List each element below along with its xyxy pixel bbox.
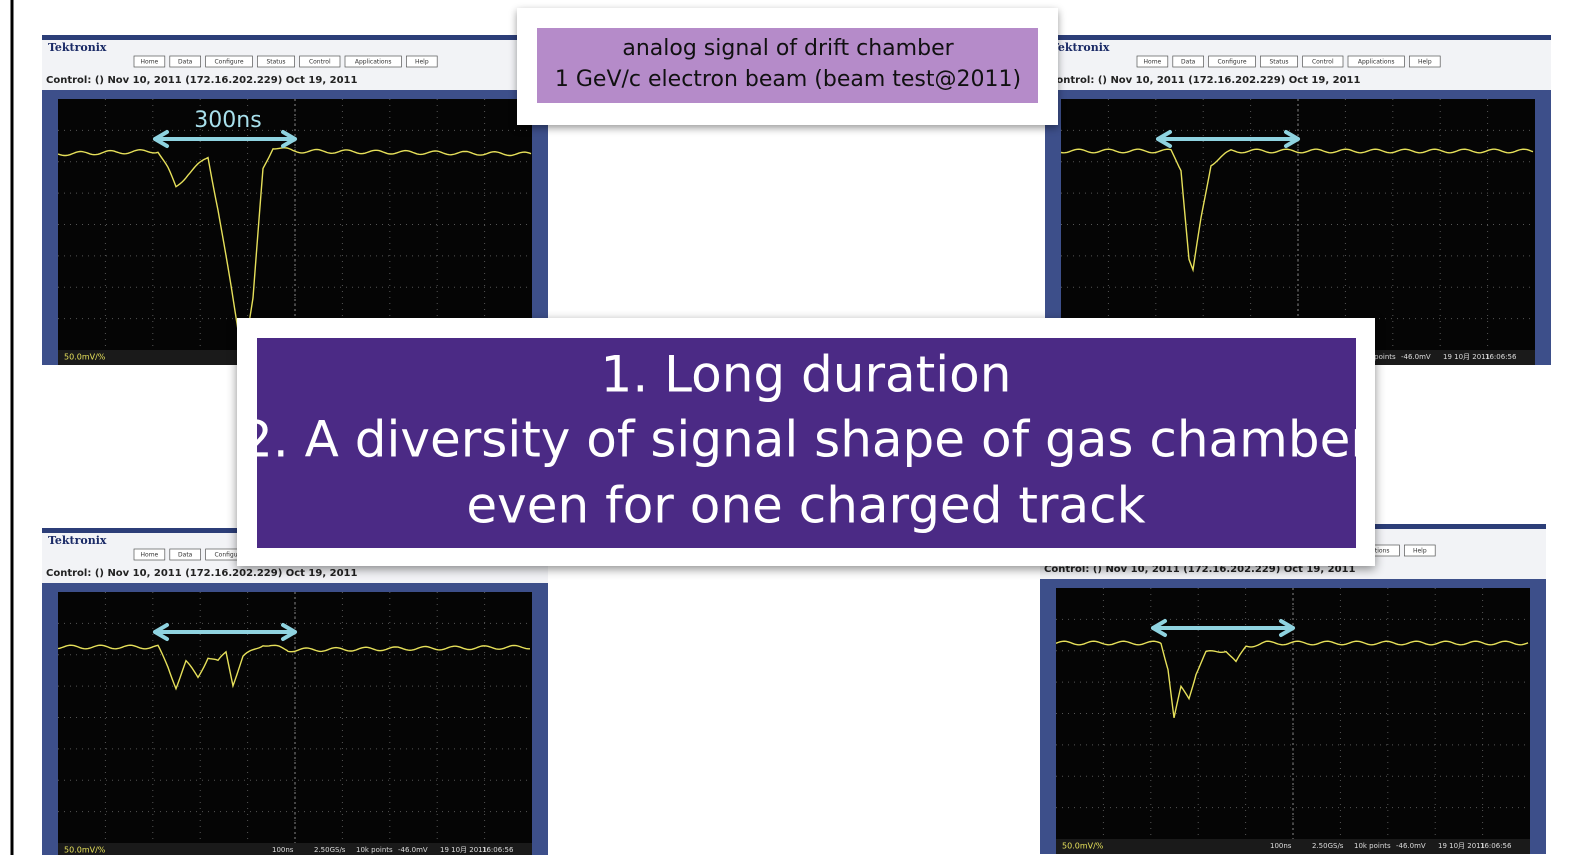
scope-brand: Tektronix bbox=[48, 41, 107, 54]
readout-bar bbox=[58, 843, 532, 855]
scope-topbar bbox=[1045, 35, 1551, 40]
menu-label: Configure bbox=[214, 59, 243, 66]
scope-brand: Tektronix bbox=[48, 534, 107, 547]
menu-label: Help bbox=[1418, 59, 1432, 66]
scope-brand: Tektronix bbox=[1051, 41, 1110, 54]
menu-label: Data bbox=[178, 59, 193, 66]
menu-label: Data bbox=[178, 552, 193, 559]
menu-button bbox=[257, 55, 295, 68]
readout: 16:06:56 bbox=[1480, 842, 1512, 850]
scopes: Tektronix Home Data Configure Status Control A… bbox=[42, 35, 1551, 855]
readout: 10k points bbox=[1354, 842, 1391, 850]
readout: 2.50GS/s bbox=[1312, 842, 1344, 850]
menu-button bbox=[1347, 55, 1405, 68]
summary-box bbox=[257, 338, 1356, 548]
duration-arrow bbox=[1151, 619, 1295, 637]
menu-label: Help bbox=[415, 59, 429, 66]
waveform bbox=[58, 147, 532, 350]
menu-label: Control bbox=[309, 59, 331, 66]
summary-line: 1. Long duration bbox=[601, 346, 1012, 404]
scope: TektronixHomeDataConfigureStatusControlA… bbox=[1040, 524, 1546, 854]
menu-label: Home bbox=[1144, 59, 1162, 66]
menu-button bbox=[169, 548, 201, 561]
menu-label: Help bbox=[1413, 548, 1427, 555]
scope-screen bbox=[58, 592, 532, 843]
readout: 19 10月 2011 bbox=[440, 846, 487, 854]
menu-label: Home bbox=[141, 59, 159, 66]
scope: Tektronix Home Data Configure Status Control A… bbox=[1045, 35, 1551, 365]
scale-label: 50.0mV/% bbox=[1062, 842, 1104, 851]
menu-button bbox=[1302, 55, 1344, 68]
callout-line: 1 GeV/c electron beam (beam test@2011) bbox=[555, 67, 1021, 92]
scope-status: Control: () Nov 10, 2011 (172.16.202.229… bbox=[46, 75, 358, 86]
readout: -46.0mV bbox=[398, 846, 428, 854]
menu-label: Configure bbox=[1217, 59, 1246, 66]
duration-label: 300ns bbox=[194, 108, 261, 133]
scope-status: Control: () Nov 10, 2011 (172.16.202.229… bbox=[46, 568, 358, 579]
readout: 10k points bbox=[1359, 353, 1396, 361]
callout-box bbox=[537, 28, 1038, 103]
menu-label: Status bbox=[266, 59, 285, 66]
menu-label: Status bbox=[1269, 59, 1288, 66]
scope-screen bbox=[1056, 588, 1530, 839]
menu-button bbox=[1172, 55, 1204, 68]
waveform bbox=[58, 644, 530, 691]
menu-button bbox=[133, 55, 166, 68]
menu-label: Configure bbox=[214, 552, 243, 559]
menu-button bbox=[1409, 55, 1441, 68]
scope-status: Control: () Nov 10, 2011 (172.16.202.229… bbox=[1044, 564, 1356, 575]
menu-button bbox=[169, 55, 201, 68]
duration-arrow bbox=[153, 130, 297, 148]
overlay: analog signal of drift chamber 1 GeV/c e… bbox=[237, 8, 1375, 566]
menu-button bbox=[1260, 55, 1298, 68]
menu-button bbox=[299, 55, 341, 68]
menu-label: Data bbox=[1181, 59, 1196, 66]
readout: 100ns bbox=[272, 846, 294, 854]
readout: 2.50GS/s bbox=[314, 846, 346, 854]
readout-bar bbox=[1056, 839, 1530, 854]
readout: 19 10月 2011 bbox=[1438, 842, 1485, 850]
menu-button bbox=[344, 55, 402, 68]
menu-button bbox=[1208, 55, 1256, 68]
duration-arrow bbox=[153, 623, 297, 641]
readout: 16:06:56 bbox=[482, 846, 514, 854]
menu-button bbox=[1404, 544, 1436, 557]
waveform bbox=[1056, 640, 1529, 718]
menu-label: Applications bbox=[1358, 59, 1395, 66]
scale-label: 50.0mV/% bbox=[64, 353, 106, 362]
callout-line: analog signal of drift chamber bbox=[622, 36, 954, 61]
scope: Tektronix Home Data Configure Status Control A… bbox=[42, 35, 548, 365]
readout: 19 10月 2011 bbox=[1443, 353, 1490, 361]
menu-button bbox=[406, 55, 438, 68]
readout: 16:06:56 bbox=[1485, 353, 1517, 361]
readout: 100ns bbox=[1270, 842, 1292, 850]
readout: -46.0mV bbox=[1401, 353, 1431, 361]
scope-status: Control: () Nov 10, 2011 (172.16.202.229… bbox=[1049, 75, 1361, 86]
summary-line: 2. A diversity of signal shape of gas ch… bbox=[241, 411, 1371, 469]
scope: TektronixHomeDataConfigureStatusControlA… bbox=[42, 528, 548, 855]
waveform bbox=[1061, 148, 1534, 273]
scope-screen bbox=[1061, 99, 1535, 350]
readout: 10k points bbox=[356, 846, 393, 854]
menu-button bbox=[133, 548, 166, 561]
menu-label: Control bbox=[1312, 59, 1334, 66]
scope-topbar bbox=[42, 35, 548, 40]
summary-line: even for one charged track bbox=[466, 477, 1145, 535]
menu-label: Home bbox=[141, 552, 159, 559]
menu-button bbox=[1136, 55, 1169, 68]
menu-button bbox=[205, 55, 253, 68]
scale-label: 50.0mV/% bbox=[64, 846, 106, 855]
menu-label: Applications bbox=[355, 59, 392, 66]
duration-arrow bbox=[1156, 130, 1300, 148]
scope-screen: 300ns bbox=[58, 99, 532, 350]
readout: -46.0mV bbox=[1396, 842, 1426, 850]
